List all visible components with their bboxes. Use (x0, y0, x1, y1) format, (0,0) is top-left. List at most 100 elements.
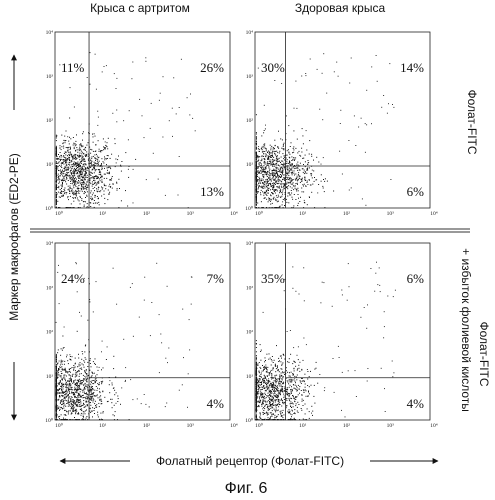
data-point (285, 407, 287, 409)
data-point (255, 389, 257, 391)
data-point (69, 164, 70, 166)
data-point (310, 175, 312, 177)
data-point (293, 347, 295, 349)
data-point (279, 382, 281, 384)
data-point (57, 399, 59, 401)
data-point (69, 380, 71, 382)
data-point (376, 80, 378, 82)
data-point (70, 181, 72, 182)
data-point (267, 380, 269, 381)
data-point (282, 401, 283, 403)
data-point (266, 407, 268, 409)
data-point (92, 155, 94, 157)
data-point (257, 180, 259, 182)
data-point (64, 394, 66, 396)
data-point (296, 406, 298, 408)
data-point (65, 393, 66, 395)
data-point (55, 383, 57, 385)
data-point (269, 198, 270, 200)
row-label-bottom-line1: Фолат-FITC (477, 321, 491, 386)
data-point (94, 179, 96, 181)
data-point (70, 154, 72, 156)
data-point (381, 106, 383, 108)
data-point (77, 175, 79, 177)
data-point (76, 379, 78, 381)
data-point (165, 357, 167, 359)
data-point (272, 384, 274, 386)
data-point (68, 388, 70, 390)
data-point (86, 397, 88, 399)
data-point (72, 406, 74, 408)
data-point (60, 172, 62, 174)
data-point (73, 399, 74, 401)
data-point (58, 158, 60, 160)
data-point (281, 204, 283, 206)
data-point (83, 204, 85, 206)
data-point (69, 393, 71, 394)
data-point (94, 380, 96, 382)
data-point (55, 172, 57, 174)
data-point (267, 192, 269, 194)
data-point (65, 414, 67, 416)
data-point (55, 182, 57, 184)
data-point (271, 374, 273, 376)
data-point (283, 397, 285, 399)
data-point (274, 189, 276, 191)
data-point (294, 388, 296, 390)
data-point (77, 396, 79, 398)
data-point (116, 181, 118, 183)
data-point (295, 403, 297, 405)
data-point (58, 370, 60, 372)
data-point (112, 267, 114, 269)
data-point (81, 198, 83, 200)
data-point (94, 162, 96, 164)
data-point (72, 144, 74, 146)
data-point (108, 193, 110, 195)
data-point (288, 192, 290, 194)
data-point (272, 197, 274, 199)
data-point (286, 393, 288, 395)
data-point (270, 364, 272, 366)
data-point (64, 156, 65, 158)
quadrant-upper-left-pct: 35% (261, 271, 285, 286)
data-point (268, 384, 270, 386)
data-point (69, 136, 70, 138)
data-point (91, 372, 93, 374)
data-point (57, 352, 59, 354)
data-point (309, 197, 310, 198)
data-point (255, 351, 257, 353)
data-point (256, 391, 258, 393)
data-point (260, 394, 262, 396)
data-point (289, 379, 291, 381)
data-point (274, 170, 276, 172)
data-point (93, 392, 95, 393)
data-point (255, 197, 257, 199)
x-tick-label: 10¹ (99, 211, 107, 217)
data-point (272, 413, 274, 415)
data-point (262, 395, 264, 397)
data-point (271, 398, 273, 400)
data-point (60, 406, 62, 408)
data-point (62, 419, 64, 421)
data-point (111, 398, 113, 400)
data-point (283, 177, 285, 179)
data-point (265, 185, 267, 187)
data-point (296, 138, 298, 140)
data-point (74, 167, 76, 169)
data-point (63, 189, 65, 190)
data-point (392, 296, 394, 298)
data-point (82, 404, 84, 406)
data-point (59, 181, 60, 183)
data-point (288, 395, 290, 397)
data-point (90, 389, 92, 391)
data-point (96, 196, 98, 197)
data-point (55, 175, 57, 177)
data-point (87, 153, 89, 155)
data-point (55, 371, 57, 373)
quadrant-lower-right-pct: 4% (407, 396, 425, 411)
data-point (99, 392, 101, 394)
data-point (76, 147, 78, 149)
data-point (269, 175, 271, 177)
data-point (293, 185, 295, 187)
